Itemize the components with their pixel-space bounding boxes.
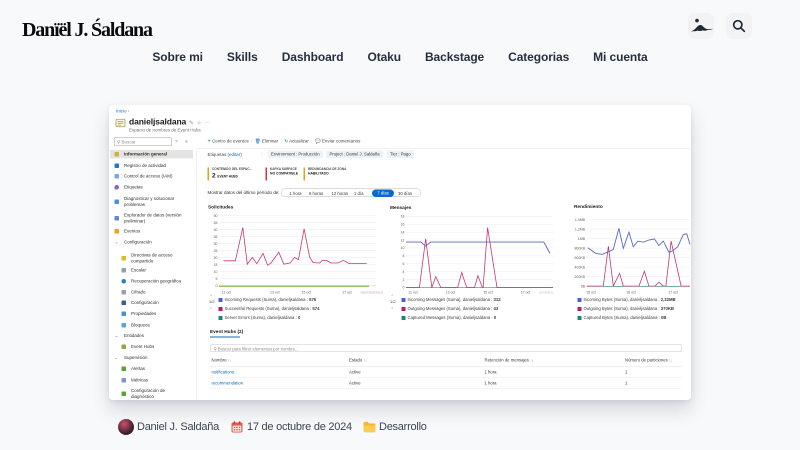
- svg-text:25: 25: [214, 249, 218, 253]
- svg-text:200KB: 200KB: [574, 275, 585, 279]
- svg-text:30: 30: [214, 242, 218, 246]
- svg-text:18: 18: [401, 215, 405, 219]
- svg-text:0: 0: [216, 284, 218, 288]
- svg-text:40: 40: [214, 228, 218, 232]
- svg-text:4: 4: [403, 270, 405, 274]
- svg-text:15 oct: 15 oct: [483, 291, 493, 295]
- svg-text:600KB: 600KB: [574, 256, 585, 260]
- svg-text:0: 0: [403, 286, 405, 290]
- svg-text:17 oct: 17 oct: [521, 291, 531, 295]
- svg-text:5: 5: [216, 277, 218, 281]
- svg-text:17 oct: 17 oct: [342, 291, 352, 295]
- svg-text:11 oct: 11 oct: [222, 291, 231, 295]
- svg-text:35: 35: [214, 235, 218, 239]
- svg-text:13 oct: 13 oct: [446, 291, 456, 295]
- svg-text:2: 2: [403, 278, 405, 282]
- svg-text:11 oct: 11 oct: [408, 291, 417, 295]
- svg-text:6: 6: [403, 262, 405, 266]
- svg-text:danieljsal...: danieljsal...: [539, 291, 553, 295]
- svg-text:10: 10: [401, 246, 405, 250]
- svg-text:0B: 0B: [581, 284, 586, 288]
- svg-text:20: 20: [214, 256, 218, 260]
- svg-text:10: 10: [214, 270, 218, 274]
- svg-text:50: 50: [214, 214, 218, 218]
- svg-text:13 oct: 13 oct: [270, 291, 280, 295]
- svg-text:1,4MB: 1,4MB: [575, 218, 586, 222]
- svg-text:8: 8: [403, 254, 405, 258]
- svg-text:400KB: 400KB: [574, 265, 585, 269]
- svg-text:14: 14: [401, 230, 405, 234]
- svg-text:16 oct: 16 oct: [626, 291, 636, 295]
- svg-text:15 oct: 15 oct: [302, 291, 312, 295]
- svg-text:danieljsaldana: danieljsaldana: [361, 291, 383, 295]
- svg-text:15: 15: [214, 263, 218, 267]
- svg-text:45: 45: [214, 221, 218, 225]
- svg-text:1,2MB: 1,2MB: [575, 227, 586, 231]
- svg-text:16: 16: [401, 223, 405, 227]
- svg-text:800KB: 800KB: [574, 246, 585, 250]
- svg-text:1MB: 1MB: [578, 237, 586, 241]
- svg-text:Danïël J. Śaldana: Danïël J. Śaldana: [22, 17, 153, 41]
- svg-text:15 oct: 15 oct: [586, 291, 596, 295]
- svg-text:17 oct: 17 oct: [668, 291, 678, 295]
- svg-text:12: 12: [401, 238, 405, 242]
